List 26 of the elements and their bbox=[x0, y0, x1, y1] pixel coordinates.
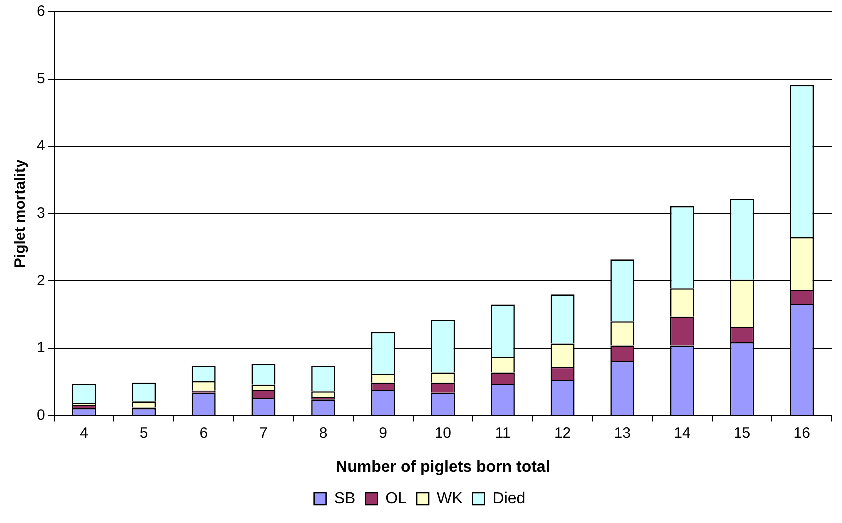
y-tick-label: 0 bbox=[37, 406, 46, 424]
x-tick-label: 10 bbox=[434, 424, 452, 442]
legend-label: OL bbox=[386, 490, 408, 508]
x-tick-label: 6 bbox=[200, 424, 208, 442]
x-tick-label: 13 bbox=[614, 424, 631, 442]
x-tick-label: 12 bbox=[554, 424, 572, 442]
x-tick-label: 8 bbox=[319, 424, 328, 442]
legend-label: WK bbox=[437, 490, 464, 508]
y-tick-label: 3 bbox=[37, 205, 46, 222]
y-tick-label: 6 bbox=[37, 3, 46, 20]
x-tick-label: 11 bbox=[495, 424, 511, 442]
x-axis-title: Number of piglets born total bbox=[336, 458, 550, 476]
y-tick-label: 1 bbox=[37, 340, 46, 357]
y-tick-label: 4 bbox=[37, 138, 46, 155]
legend-label: Died bbox=[492, 490, 526, 508]
y-tick-label: 2 bbox=[37, 272, 46, 290]
x-tick-label: 16 bbox=[794, 424, 810, 442]
legend-label: SB bbox=[334, 490, 356, 508]
x-tick-label: 14 bbox=[674, 424, 691, 442]
x-tick-label: 15 bbox=[734, 424, 751, 442]
y-axis-title: Piglet mortality bbox=[12, 159, 30, 268]
x-tick-label: 4 bbox=[80, 424, 88, 442]
y-tick-label: 5 bbox=[37, 70, 46, 88]
x-tick-label: 5 bbox=[140, 424, 148, 442]
x-tick-label: 7 bbox=[260, 424, 268, 442]
x-tick-label: 9 bbox=[379, 424, 388, 442]
